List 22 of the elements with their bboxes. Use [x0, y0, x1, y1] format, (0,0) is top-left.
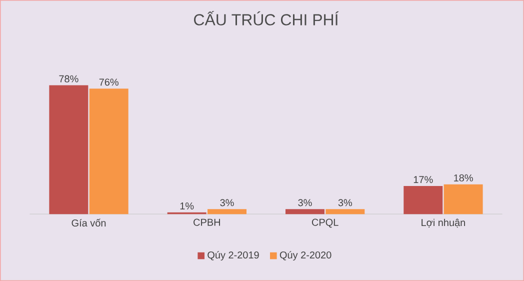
legend-label: Qúy 2-2020 — [280, 251, 332, 260]
data-label: 3% — [298, 199, 312, 206]
data-label: 3% — [220, 199, 234, 206]
bar — [285, 209, 324, 214]
x-tick-label: CPQL — [312, 218, 338, 228]
legend-label: Qúy 2-2019 — [208, 251, 259, 260]
x-tick-label: CPBH — [194, 218, 220, 226]
data-label: 1% — [180, 202, 194, 210]
bar — [404, 186, 443, 214]
data-label: 78% — [59, 75, 78, 82]
bar — [444, 184, 483, 214]
data-label: 3% — [338, 199, 352, 206]
bar — [89, 88, 128, 214]
bar — [49, 85, 88, 214]
x-tick-label: Lợi nhuận — [422, 218, 465, 228]
data-label: 18% — [454, 174, 473, 182]
x-tick-label: Gía vốn — [72, 218, 106, 227]
data-label: 17% — [414, 176, 433, 184]
data-label: 76% — [99, 78, 118, 86]
bar — [208, 209, 246, 214]
chart-title: CẤU TRÚC CHI PHÍ — [194, 10, 339, 26]
bar — [326, 209, 365, 214]
